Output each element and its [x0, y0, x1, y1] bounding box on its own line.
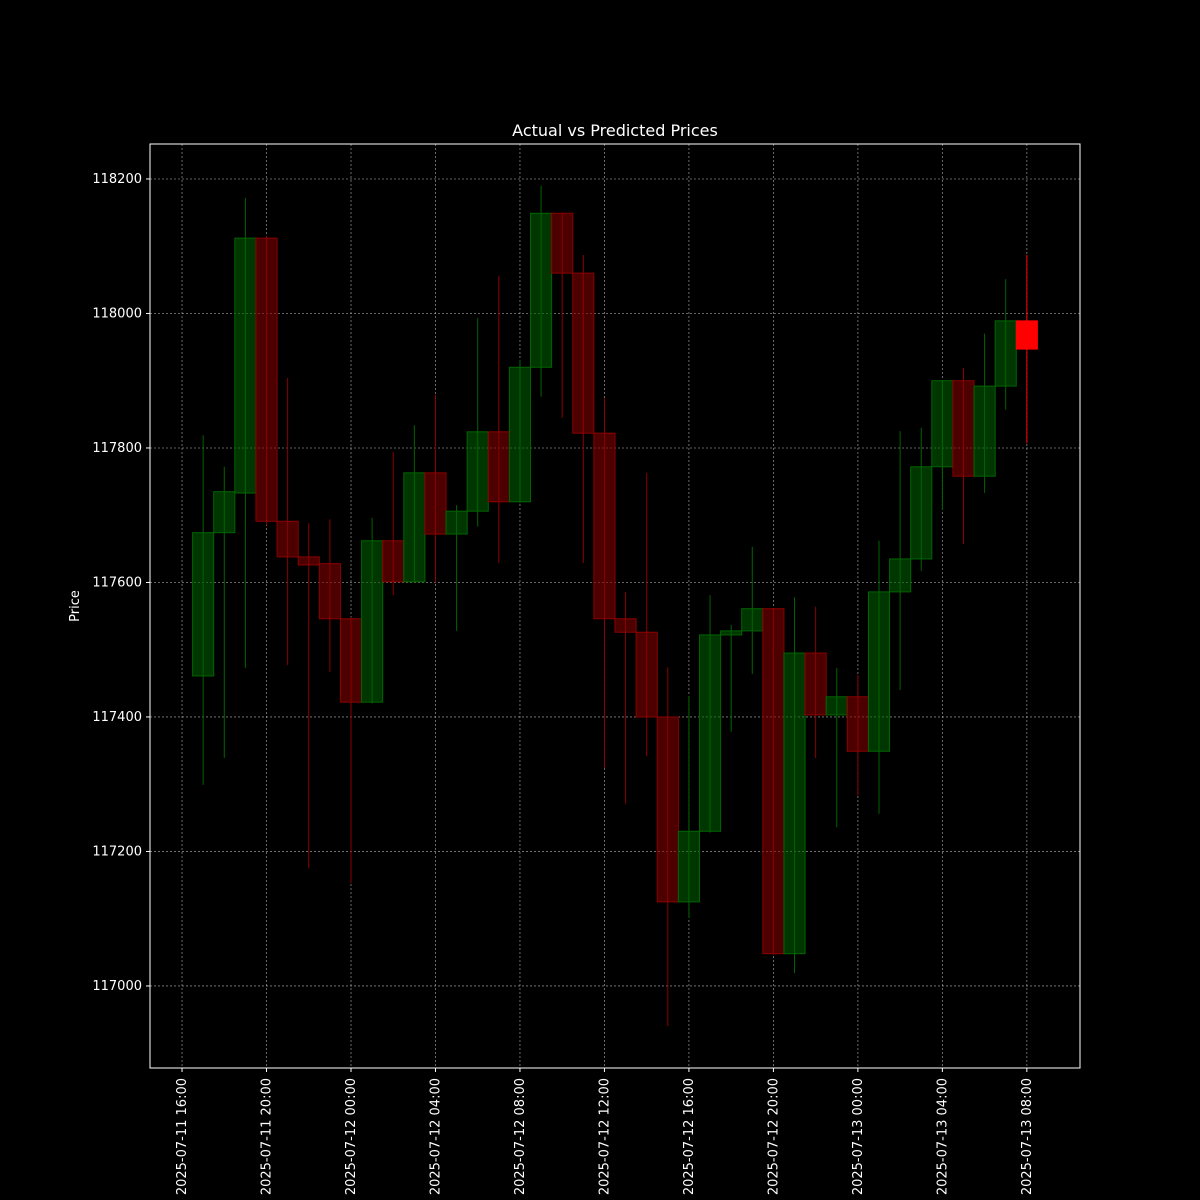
candle-body — [741, 608, 764, 632]
y-tick-label: 118200 — [92, 172, 142, 187]
x-tick-label: 2025-07-12 04:00 — [428, 1078, 443, 1195]
y-tick-label: 117800 — [92, 441, 142, 456]
plot-frame — [149, 143, 1081, 1069]
candle-body — [635, 631, 658, 718]
y-tick-label: 117200 — [92, 844, 142, 859]
x-tick-label: 2025-07-12 20:00 — [766, 1078, 781, 1195]
candle-body — [889, 558, 912, 593]
x-tick-label: 2025-07-11 16:00 — [175, 1078, 190, 1195]
candle-body — [1015, 320, 1038, 350]
candle-body — [614, 618, 637, 633]
candle-body — [720, 630, 743, 636]
y-tick-label: 117600 — [92, 575, 142, 590]
x-tick-label: 2025-07-13 00:00 — [851, 1078, 866, 1195]
candle-body — [846, 696, 869, 752]
candle-body — [994, 320, 1017, 387]
candle-body — [593, 432, 616, 620]
candle-body — [424, 472, 447, 535]
x-tick-label: 2025-07-13 08:00 — [1020, 1078, 1035, 1195]
candle-body — [530, 212, 553, 368]
candle-body — [382, 540, 405, 583]
candle-body — [255, 237, 278, 522]
candle-body — [762, 608, 785, 955]
candle-body — [825, 696, 848, 716]
candle-body — [677, 830, 700, 903]
candle-body — [339, 618, 363, 703]
x-tick-label: 2025-07-12 12:00 — [597, 1078, 612, 1195]
candle-body — [192, 532, 215, 677]
candle-body — [361, 540, 384, 703]
candle-body — [318, 563, 341, 620]
candle-body — [783, 652, 806, 955]
candle-body — [445, 510, 468, 535]
y-tick-label: 117400 — [92, 710, 142, 725]
candle-body — [551, 212, 574, 274]
candle-body — [804, 652, 827, 716]
y-tick-label: 117000 — [92, 979, 142, 994]
candle-body — [952, 380, 975, 477]
candle-body — [508, 366, 532, 503]
x-tick-label: 2025-07-13 04:00 — [935, 1078, 950, 1195]
candle-body — [487, 431, 510, 503]
x-tick-label: 2025-07-12 08:00 — [513, 1078, 528, 1195]
chart-title: Actual vs Predicted Prices — [512, 121, 718, 140]
candle-body — [867, 591, 891, 752]
candle-body — [656, 716, 679, 903]
candle-body — [234, 237, 257, 494]
candle-body — [403, 472, 426, 583]
candle-body — [698, 634, 722, 832]
candle-body — [297, 556, 320, 566]
candle-body — [276, 520, 299, 558]
candle-body — [213, 491, 236, 534]
candle-body — [466, 431, 489, 512]
candle-body — [973, 385, 996, 477]
x-tick-label: 2025-07-12 16:00 — [682, 1078, 697, 1195]
candle-body — [931, 380, 954, 468]
x-tick-label: 2025-07-12 00:00 — [344, 1078, 359, 1195]
candle-body — [572, 272, 595, 434]
candle-body — [910, 466, 933, 560]
y-axis-label: Price — [68, 590, 83, 622]
x-tick-label: 2025-07-11 20:00 — [260, 1078, 275, 1195]
y-tick-label: 118000 — [92, 306, 142, 321]
